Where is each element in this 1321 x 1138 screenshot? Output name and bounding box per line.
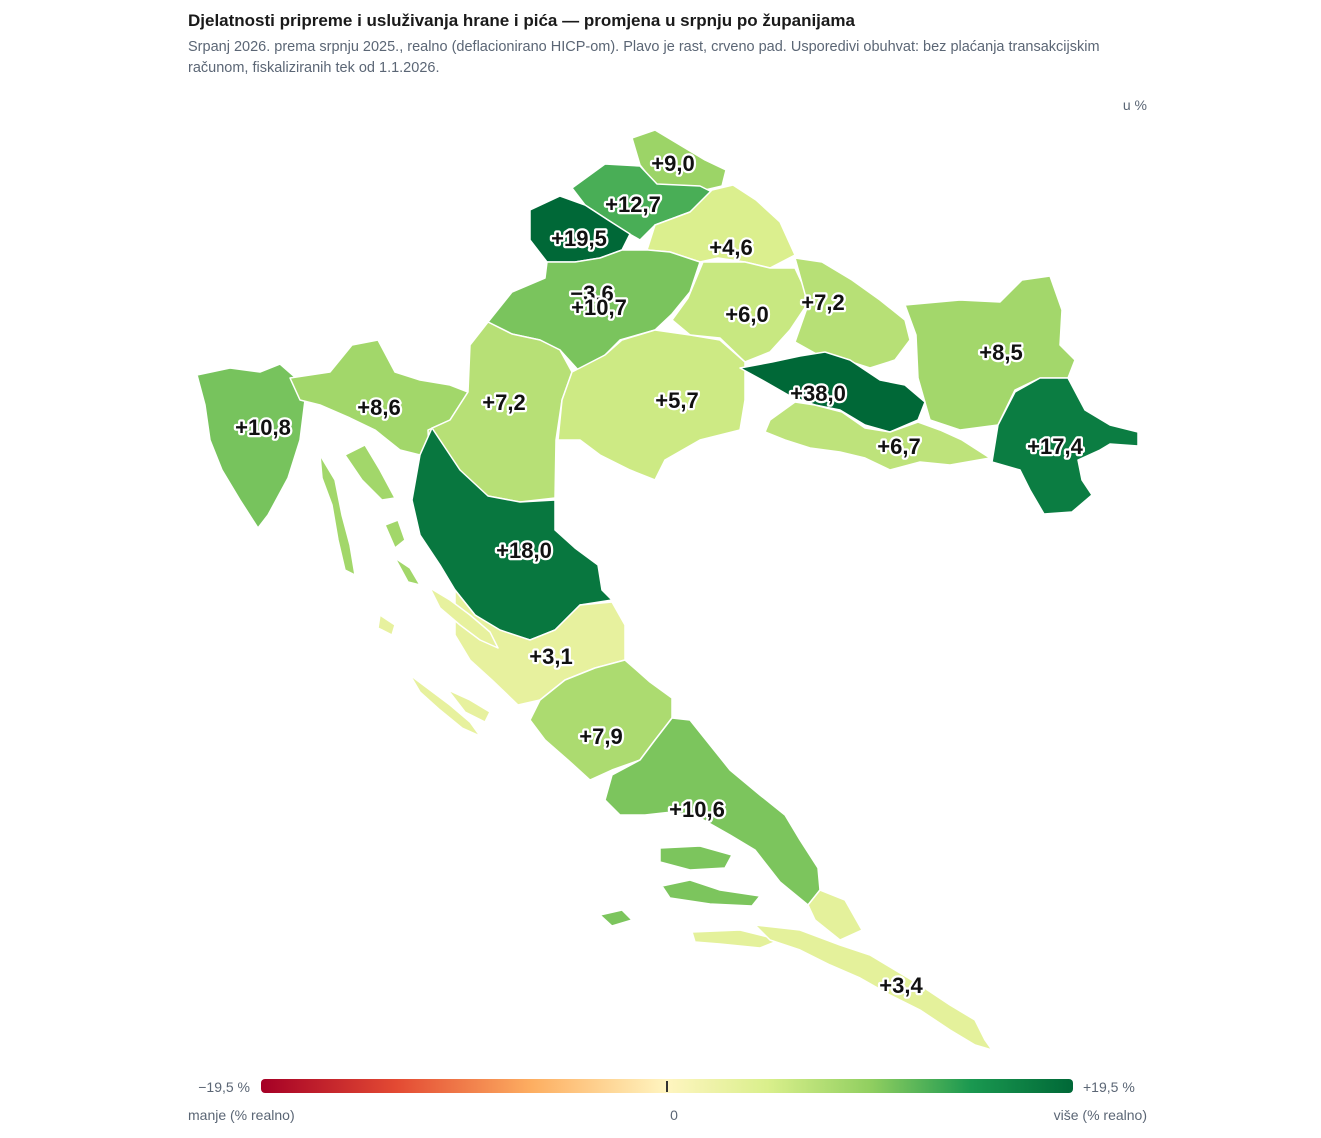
region-value-label: +7,9 bbox=[579, 724, 622, 749]
region-10-island bbox=[344, 444, 396, 501]
region-20-coast[interactable] bbox=[754, 924, 993, 1051]
region-value-label: +6,7 bbox=[877, 434, 920, 459]
region-value-label: +12,7 bbox=[605, 192, 661, 217]
legend-right-caption: više (% realno) bbox=[1053, 1107, 1147, 1123]
region-value-label: +10,8 bbox=[235, 415, 291, 440]
region-value-label: +9,0 bbox=[651, 151, 694, 176]
region-value-label: +10,7 bbox=[571, 295, 627, 320]
map-subtitle: Srpanj 2026. prema srpnju 2025., realno … bbox=[188, 39, 1100, 76]
legend-zero-tick bbox=[666, 1081, 668, 1092]
region-12[interactable] bbox=[557, 329, 746, 481]
region-10-island bbox=[384, 519, 406, 549]
region-19-island bbox=[659, 845, 733, 871]
region-7[interactable] bbox=[794, 257, 911, 369]
region-15[interactable] bbox=[991, 377, 1139, 515]
region-11[interactable] bbox=[427, 321, 573, 503]
legend-left-caption: manje (% realno) bbox=[188, 1107, 295, 1123]
region-value-label: +5,7 bbox=[655, 388, 698, 413]
region-17-island bbox=[377, 614, 396, 636]
region-16[interactable] bbox=[411, 427, 613, 641]
region-17-island bbox=[447, 689, 491, 723]
region-value-label: +19,5 bbox=[551, 226, 607, 251]
region-9[interactable] bbox=[196, 363, 306, 529]
region-value-label: +6,0 bbox=[725, 302, 768, 327]
region-value-label: +3,4 bbox=[879, 973, 923, 998]
region-value-label: +10,6 bbox=[669, 797, 725, 822]
region-value-label: +38,0 bbox=[790, 381, 846, 406]
region-20[interactable] bbox=[807, 889, 863, 941]
region-6[interactable] bbox=[671, 261, 811, 363]
region-19[interactable] bbox=[604, 717, 821, 906]
region-value-label: +7,2 bbox=[801, 290, 844, 315]
region-value-label: −3,6 bbox=[570, 281, 613, 306]
region-value-label: +8,5 bbox=[979, 340, 1022, 365]
region-13[interactable] bbox=[739, 351, 926, 433]
map-title: Djelatnosti pripreme i usluživanja hrane… bbox=[188, 11, 855, 30]
region-19-island bbox=[661, 879, 761, 907]
region-10-island bbox=[319, 454, 356, 576]
legend-max-label: +19,5 % bbox=[1083, 1079, 1135, 1095]
region-value-label: +8,6 bbox=[357, 395, 400, 420]
unit-label: u % bbox=[1122, 97, 1147, 113]
region-17-island bbox=[409, 674, 481, 737]
region-value-label: +3,1 bbox=[529, 644, 572, 669]
legend-min-label: −19,5 % bbox=[198, 1079, 250, 1095]
region-19-island bbox=[599, 909, 633, 927]
region-value-label: +18,0 bbox=[496, 538, 552, 563]
region-value-label: +7,2 bbox=[482, 390, 525, 415]
region-20-island bbox=[691, 929, 781, 949]
region-10-island bbox=[394, 557, 421, 586]
region-17-island bbox=[429, 587, 499, 649]
region-14[interactable] bbox=[764, 401, 991, 471]
legend-mid-caption: 0 bbox=[670, 1107, 678, 1123]
region-value-label: +17,4 bbox=[1027, 434, 1083, 459]
region-value-label: +4,6 bbox=[709, 235, 752, 260]
